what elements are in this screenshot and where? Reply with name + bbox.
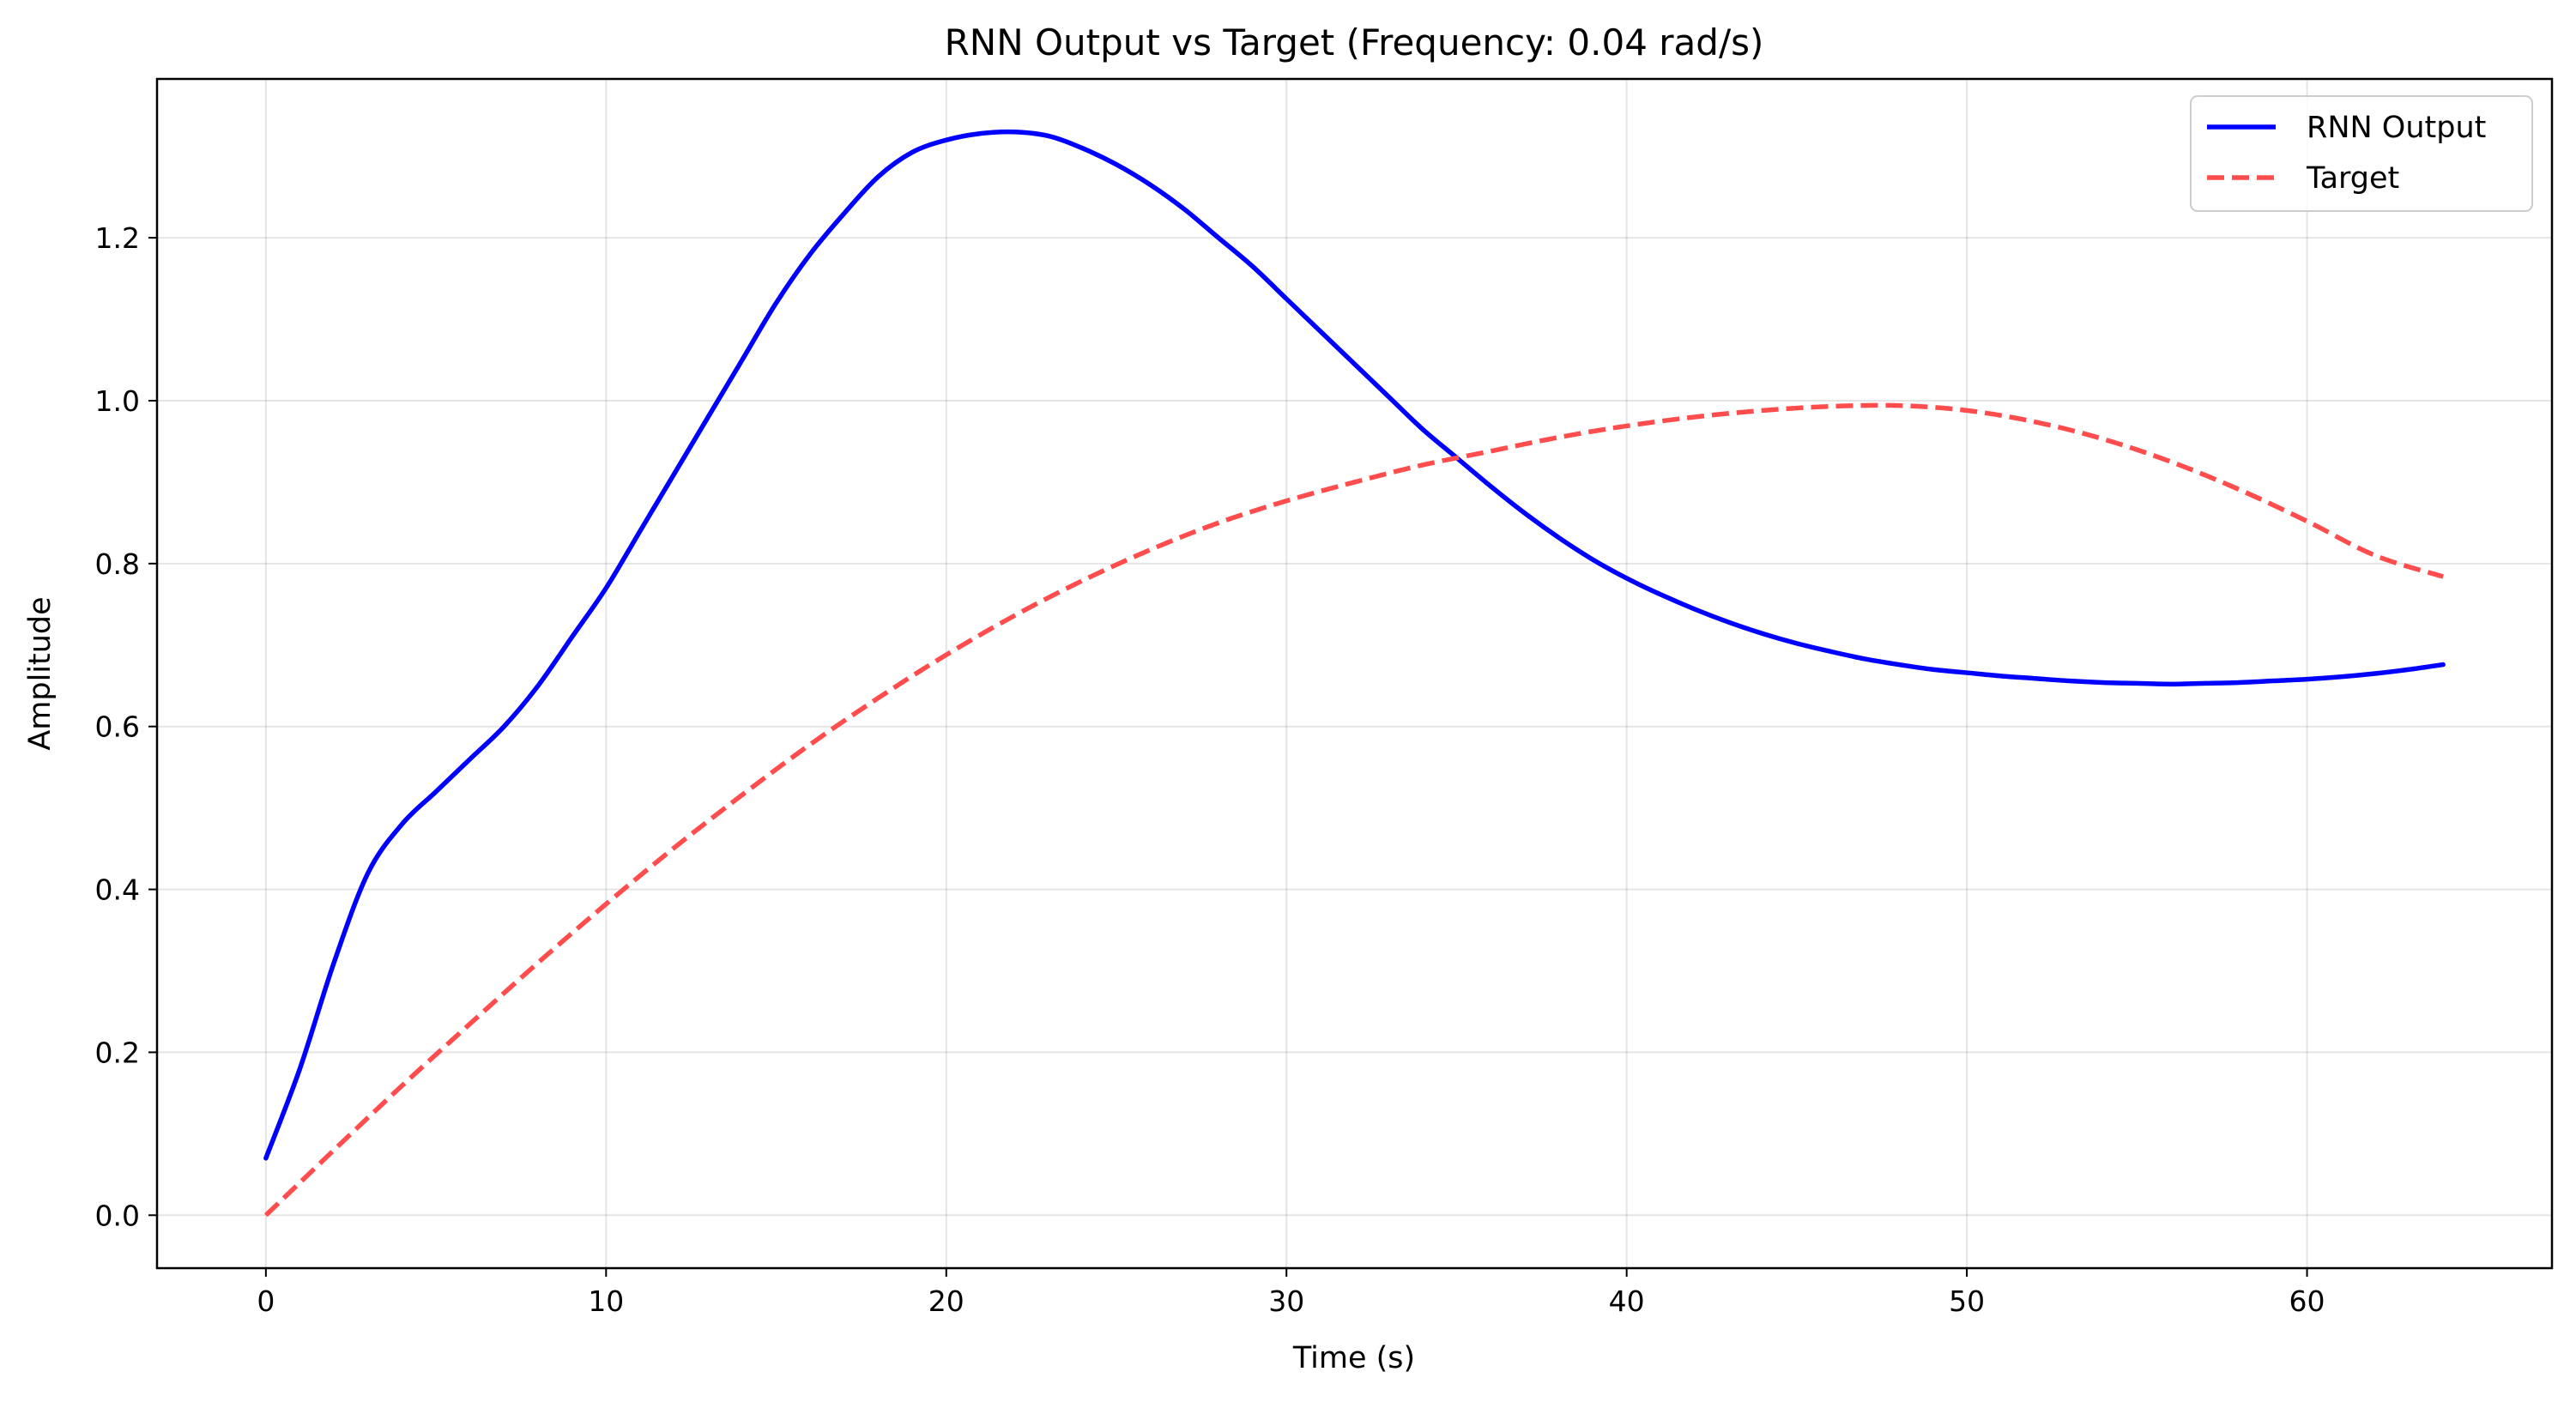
plot-frame xyxy=(155,77,2554,1270)
series-line-rnn-output xyxy=(263,129,2446,1161)
series-layer xyxy=(263,129,2446,1218)
y-tick-label: 0.2 xyxy=(95,1036,140,1069)
y-tick-label: 0.4 xyxy=(95,873,140,907)
y-tick-label: 0.8 xyxy=(95,547,140,581)
y-tick-label: 0.0 xyxy=(95,1199,140,1232)
x-tick-label: 10 xyxy=(588,1284,624,1318)
x-tick-label: 30 xyxy=(1268,1284,1304,1318)
y-tick-label: 0.6 xyxy=(95,710,140,744)
legend-box xyxy=(2190,95,2533,212)
x-tick-label: 0 xyxy=(257,1284,275,1318)
y-tick-label: 1.0 xyxy=(95,384,140,418)
y-tick-label: 1.2 xyxy=(95,221,140,255)
x-tick-label: 40 xyxy=(1609,1284,1645,1318)
y-axis-label: Amplitude xyxy=(23,596,57,750)
x-tick-label: 20 xyxy=(928,1284,964,1318)
legend-label-rnn-output: RNN Output xyxy=(2307,111,2486,145)
legend: RNN Output Target xyxy=(2190,95,2533,212)
x-axis: 0 10 20 30 40 50 60 xyxy=(257,1268,2325,1318)
legend-label-target: Target xyxy=(2306,161,2399,196)
y-axis: 0.0 0.2 0.4 0.6 0.8 1.0 1.2 xyxy=(95,221,157,1232)
x-tick-label: 60 xyxy=(2289,1284,2325,1318)
x-tick-label: 50 xyxy=(1949,1284,1985,1318)
series-line-target xyxy=(263,402,2444,1218)
chart-title: RNN Output vs Target (Frequency: 0.04 ra… xyxy=(945,21,1764,63)
x-axis-label: Time (s) xyxy=(1292,1341,1415,1375)
